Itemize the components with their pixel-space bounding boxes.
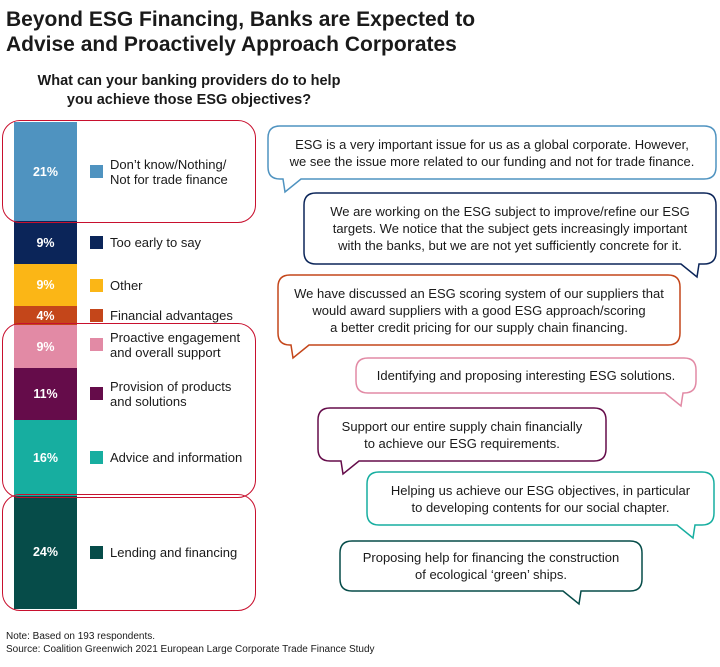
chart-question: What can your banking providers do to he… [14,72,364,110]
quote-bubble [339,540,643,606]
legend-label-line: Don’t know/Nothing/ [110,156,227,172]
legend-label-line: and solutions [110,393,187,409]
legend-label-line: Proactive engagement [110,329,241,345]
legend-label-line: Not for trade finance [110,171,228,187]
bar-value-label: 16% [32,450,59,465]
legend-label: Too early to say [110,235,201,250]
quote-line: Helping us achieve our ESG objectives, i… [390,482,691,498]
legend-label-line: Provision of products [110,378,232,394]
quote-line: We are working on the ESG subject to imp… [330,204,690,219]
legend-label: Lending and financing [110,545,237,560]
legend-item: Lending and financing [90,545,237,560]
legend-swatch [90,451,103,465]
legend-label-line: and overall support [110,344,221,360]
legend-item: Advice and information [90,450,242,465]
quote-line: to developing contents for our social ch… [411,499,670,515]
footer-note: Note: Based on 193 respondents. [6,631,155,642]
quote-text: Proposing help for financing the constru… [340,549,642,583]
chart-title-line: Advise and Proactively Approach Corporat… [6,33,457,56]
legend-label: Financial advantages [110,308,233,323]
quote-bubble [366,471,715,540]
footer-source: Source: Coalition Greenwich 2021 Europea… [6,643,375,655]
bar-value-label: 9% [36,235,55,250]
quote-text: We have discussed an ESG scoring system … [278,285,680,336]
group-highlight-box [2,493,256,611]
bar-segment: 21% [14,122,77,222]
legend-item: Too early to say [90,235,201,250]
legend-swatch [90,236,103,250]
quote-line: with the banks, but we are not yet suffi… [338,238,682,253]
quote-line: of ecological ‘green’ ships. [415,567,567,582]
legend-label-line: Too early to say [110,235,202,251]
quote-line: would award suppliers with a good ESG ap… [312,302,646,318]
quote-bubble [355,357,697,408]
chart-question-line: What can your banking providers do to he… [37,73,341,89]
legend-label: Provision of products and solutions [110,379,231,409]
legend-label: Proactive engagement and overall support [110,330,240,360]
quote-line: a better credit pricing for our supply c… [330,319,628,335]
quote-line: to achieve our ESG requirements. [364,435,560,451]
bar-segment: 4% [14,306,77,326]
quote-line: Proposing help for financing the constru… [362,550,620,565]
legend-item: Proactive engagement and overall support [90,330,240,360]
quote-text: Identifying and proposing interesting ES… [356,367,696,384]
quote-line: We have discussed an ESG scoring system … [294,285,664,301]
legend-item: Other [90,278,143,293]
quote-text: Support our entire supply chain financia… [318,418,606,452]
legend-item: Financial advantages [90,308,233,323]
quote-text: We are working on the ESG subject to imp… [304,203,716,254]
legend-item: Don’t know/Nothing/Not for trade finance [90,157,228,187]
legend-item: Provision of products and solutions [90,379,231,409]
quote-line: we see the issue more related to our fun… [289,153,695,169]
quote-bubble [303,192,717,279]
bar-segment: 11% [14,367,77,420]
bar-value-label: 21% [32,164,59,179]
chart-question-line: you achieve those ESG objectives? [66,92,312,108]
legend-swatch [90,545,103,559]
legend-swatch [90,309,103,323]
group-highlight-box [2,120,256,224]
legend-label-line: Financial advantages [110,308,233,324]
bar-value-label: 9% [36,339,55,354]
legend-label: Other [110,278,143,293]
quote-line: Identifying and proposing interesting ES… [376,368,676,383]
legend-label-line: Other [110,277,143,293]
bar-segment: 9% [14,263,77,307]
legend-swatch [90,338,103,352]
group-highlight-box [2,323,256,498]
bar-segment: 16% [14,419,77,496]
legend-swatch [90,387,103,401]
legend-label: Advice and information [110,450,242,465]
legend-swatch [90,165,103,179]
chart-title-line: Beyond ESG Financing, Banks are Expected… [6,8,476,31]
bar-value-label: 4% [36,308,55,323]
legend-label-line: Advice and information [110,450,243,466]
bar-segment: 24% [14,495,77,609]
quote-text: Helping us achieve our ESG objectives, i… [367,482,714,516]
bar-segment: 9% [14,325,77,368]
legend-label-line: Lending and financing [110,544,238,560]
bar-value-label: 24% [32,545,59,560]
quote-bubble [277,274,681,360]
quote-line: Support our entire supply chain financia… [341,418,583,434]
chart-title: Beyond ESG Financing, Banks are Expected… [6,7,706,57]
quote-bubble [267,125,717,194]
legend-swatch [90,278,103,292]
footer: Note: Based on 193 respondents. Source: … [6,631,375,656]
quote-text: ESG is a very important issue for us as … [268,136,716,170]
quote-line: targets. We notice that the subject gets… [332,221,688,236]
quote-bubble [317,407,607,476]
bar-value-label: 11% [33,386,58,401]
bar-segment: 9% [14,221,77,264]
quote-line: ESG is a very important issue for us as … [295,136,689,152]
legend-label: Don’t know/Nothing/Not for trade finance [110,157,228,187]
bar-value-label: 9% [36,278,55,293]
